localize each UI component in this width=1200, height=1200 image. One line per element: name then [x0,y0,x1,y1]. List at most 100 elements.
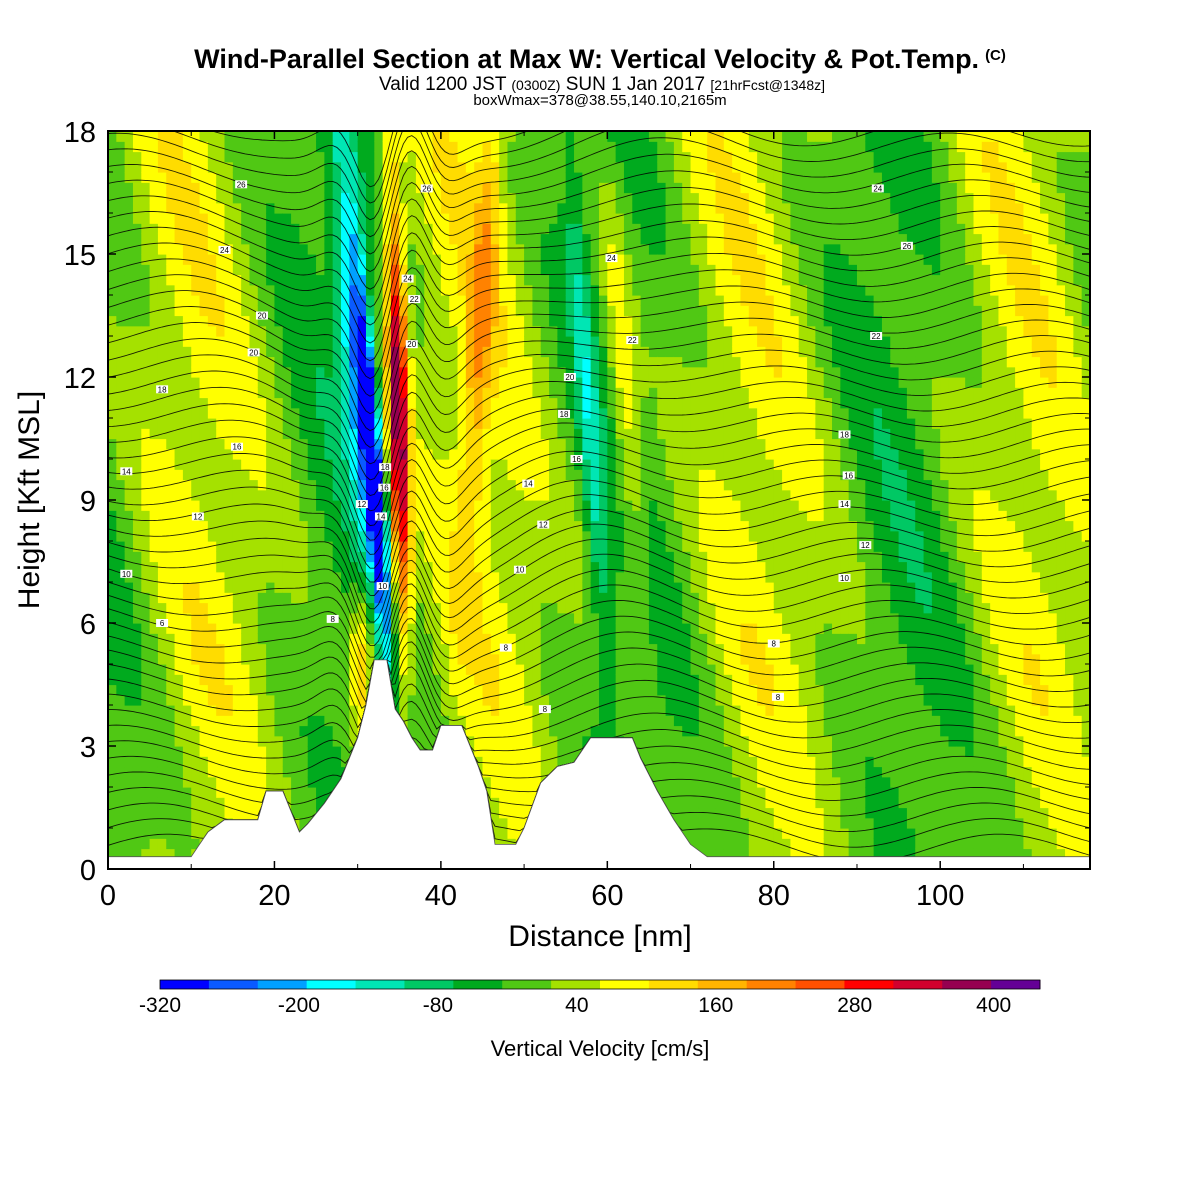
w-cell [207,407,217,419]
w-cell [341,336,350,347]
w-cell [307,571,317,583]
w-cell [607,500,617,511]
w-cell [124,530,134,542]
w-cell [490,705,500,716]
w-cell [207,295,217,306]
w-cell [299,551,309,563]
w-cell [149,233,159,245]
w-cell [524,756,534,768]
w-cell [640,520,650,532]
w-cell [365,459,375,470]
w-cell [241,284,251,296]
w-cell [149,387,159,399]
w-cell [607,131,617,142]
w-cell [599,223,608,235]
w-cell [607,223,617,235]
w-cell [141,582,151,593]
w-cell [673,243,683,255]
w-cell [490,520,500,532]
w-cell [132,397,142,409]
w-cell [232,356,242,368]
w-cell [415,243,425,255]
w-cell [515,612,525,624]
w-cell [132,653,142,665]
w-cell [291,274,300,286]
w-cell [316,192,325,204]
w-cell [449,448,459,460]
w-cell [623,141,633,153]
w-cell [599,725,608,737]
w-cell [673,397,683,409]
w-cell [415,182,425,194]
w-cell [657,141,667,153]
w-cell [232,520,242,532]
w-cell [657,489,667,501]
w-cell [149,602,159,614]
w-cell [191,746,201,757]
w-cell [349,366,359,378]
w-cell [424,459,434,470]
w-cell [540,325,550,337]
w-cell [549,592,558,604]
w-cell [116,838,126,850]
w-cell [174,612,184,624]
w-cell [499,192,509,204]
w-cell [657,510,667,522]
w-cell [432,592,442,604]
w-cell [515,377,525,388]
w-cell [549,459,558,470]
w-cell [515,653,525,665]
w-cell [157,141,167,153]
w-cell [307,725,317,737]
w-cell [540,305,550,317]
w-cell [507,172,517,183]
w-cell [540,254,550,265]
w-cell [149,664,159,675]
w-cell [407,428,417,440]
w-cell [149,469,159,481]
w-cell [465,705,475,716]
w-cell [474,233,484,245]
w-cell [574,202,583,214]
w-cell [249,674,259,686]
w-cell [191,151,201,163]
w-cell [499,828,509,839]
w-cell [382,192,392,204]
w-cell [474,305,484,317]
w-cell [524,510,534,522]
w-cell [640,274,650,286]
w-cell [257,448,267,460]
w-cell [307,141,317,153]
w-cell [557,510,567,522]
w-cell [332,500,342,511]
w-cell [132,776,142,788]
w-cell [574,561,583,573]
w-cell [582,407,592,419]
w-cell [682,776,692,788]
w-cell [632,418,642,429]
w-cell [607,674,617,686]
w-cell [615,254,625,265]
w-cell [648,141,658,153]
w-cell [324,643,334,655]
w-cell [574,428,583,440]
w-cell [673,336,683,347]
w-cell [282,397,292,409]
w-cell [232,643,242,655]
w-cell [191,500,201,511]
w-cell [157,500,167,511]
w-cell [132,551,142,563]
w-cell [365,571,375,583]
w-cell [274,643,284,655]
w-cell [424,612,434,624]
w-cell [532,192,542,204]
w-cell [549,274,558,286]
w-cell [465,674,475,686]
w-cell [424,664,434,675]
w-cell [432,479,442,491]
w-cell [532,684,542,696]
w-cell [507,684,517,696]
w-cell [615,213,625,224]
w-cell [640,684,650,696]
w-cell [174,735,184,747]
